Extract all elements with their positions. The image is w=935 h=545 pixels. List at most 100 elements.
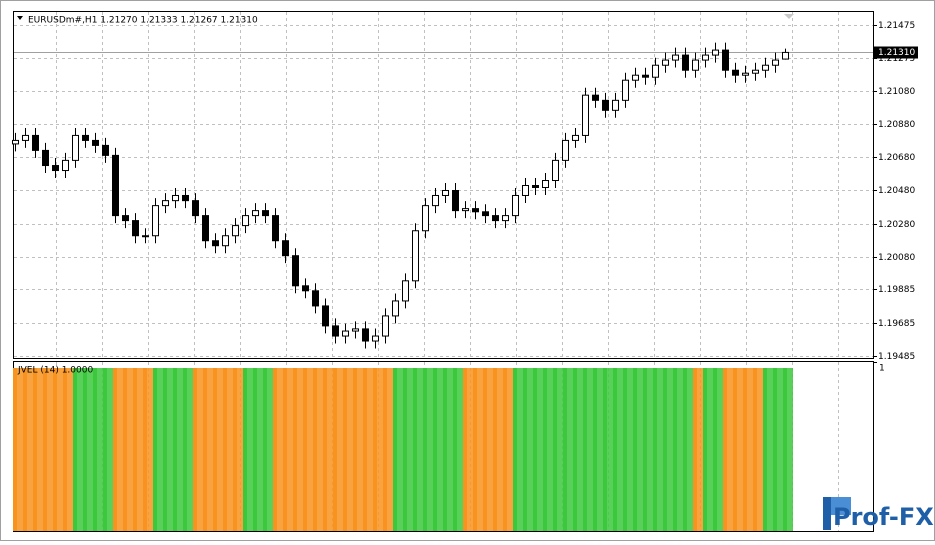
candle-body xyxy=(342,330,349,337)
candle-body xyxy=(682,54,689,71)
histogram-bar xyxy=(213,368,217,531)
histogram-bar-fill xyxy=(197,368,203,531)
histogram-bar xyxy=(633,368,637,531)
histogram-bar-fill xyxy=(697,368,703,531)
candle-body xyxy=(352,328,359,332)
candle-body xyxy=(772,59,779,66)
histogram-bar-fill xyxy=(127,368,133,531)
histogram-bar xyxy=(133,368,137,531)
histogram-bar xyxy=(693,368,697,531)
candle-body xyxy=(572,134,579,141)
histogram-bar xyxy=(703,368,707,531)
histogram-bar-fill xyxy=(397,368,403,531)
histogram-bar xyxy=(353,368,357,531)
histogram-bar xyxy=(223,368,227,531)
histogram-bar-fill xyxy=(707,368,713,531)
histogram-bar-fill xyxy=(347,368,353,531)
candle-body xyxy=(132,220,139,237)
logo: Prof-FX xyxy=(823,497,934,531)
last-price-box xyxy=(874,46,918,59)
histogram-bar xyxy=(563,368,567,531)
candle-body xyxy=(162,200,169,207)
histogram-bar-fill xyxy=(537,368,543,531)
candle-body xyxy=(282,240,289,257)
candle-body xyxy=(602,99,609,111)
histogram-bar-fill xyxy=(467,368,473,531)
candle-body xyxy=(482,211,489,217)
histogram-bar xyxy=(773,368,777,531)
candle-body xyxy=(232,225,239,237)
candle-body xyxy=(582,94,589,136)
histogram-bar xyxy=(733,368,737,531)
histogram-bar-fill xyxy=(267,368,273,531)
candle-body xyxy=(212,240,219,247)
candle-body xyxy=(312,290,319,307)
histogram-bar xyxy=(503,368,507,531)
watermark: Prof-FX xyxy=(833,503,934,531)
histogram-bar-fill xyxy=(747,368,753,531)
histogram-bar xyxy=(13,368,17,531)
histogram-bar xyxy=(113,368,117,531)
histogram-bar xyxy=(723,368,727,531)
histogram-bar xyxy=(613,368,617,531)
y-tick-label: 1.21080 xyxy=(878,87,915,97)
candle-body xyxy=(512,194,519,217)
candle-body xyxy=(532,184,539,188)
histogram-bar xyxy=(93,368,97,531)
histogram-bar xyxy=(753,368,757,531)
histogram-bar-fill xyxy=(567,368,573,531)
candle-body xyxy=(252,210,259,217)
histogram-bar xyxy=(153,368,157,531)
candle-body xyxy=(302,285,309,292)
candle-body xyxy=(122,215,129,222)
histogram-bar-fill xyxy=(677,368,683,531)
histogram-bar-fill xyxy=(637,368,643,531)
histogram-bar-fill xyxy=(147,368,153,531)
histogram-bar xyxy=(163,368,167,531)
candle-body xyxy=(492,215,499,222)
histogram-bar xyxy=(623,368,627,531)
candle-body xyxy=(152,205,159,237)
y-tick-label: 1.19485 xyxy=(878,352,915,362)
histogram-bar xyxy=(193,368,197,531)
histogram-bar-fill xyxy=(607,368,613,531)
histogram-bar-fill xyxy=(357,368,363,531)
histogram-bar-fill xyxy=(627,368,633,531)
histogram-bar xyxy=(363,368,367,531)
histogram-bar-fill xyxy=(187,368,193,531)
histogram-bar xyxy=(273,368,277,531)
candle-body xyxy=(82,134,89,141)
histogram-bar xyxy=(643,368,647,531)
histogram-bar xyxy=(23,368,27,531)
candle-body xyxy=(322,305,329,327)
y-tick-label: 1.19685 xyxy=(878,319,915,329)
y-tick-label: 1.20080 xyxy=(878,253,915,263)
histogram-bar-fill xyxy=(247,368,253,531)
histogram-bar xyxy=(203,368,207,531)
histogram-bar xyxy=(673,368,677,531)
candle-body xyxy=(432,194,439,207)
candle-body xyxy=(442,189,449,196)
histogram-bar xyxy=(443,368,447,531)
candle-body xyxy=(642,74,649,78)
histogram-bar xyxy=(743,368,747,531)
histogram-bar xyxy=(383,368,387,531)
y-tick-label: 1.19885 xyxy=(878,285,915,295)
candle-body xyxy=(562,139,569,161)
histogram-bar-fill xyxy=(717,368,723,531)
histogram-bar-fill xyxy=(287,368,293,531)
histogram-bar-fill xyxy=(337,368,343,531)
histogram-bar-fill xyxy=(757,368,763,531)
histogram-bar xyxy=(323,368,327,531)
histogram-bar-fill xyxy=(317,368,323,531)
histogram-bar xyxy=(303,368,307,531)
histogram-bar xyxy=(393,368,397,531)
histogram-bar-fill xyxy=(217,368,223,531)
histogram-bar xyxy=(603,368,607,531)
candle-body xyxy=(762,64,769,71)
histogram-bar xyxy=(373,368,377,531)
histogram-bar xyxy=(253,368,257,531)
candle-body xyxy=(62,159,69,172)
histogram-bar-fill xyxy=(117,368,123,531)
